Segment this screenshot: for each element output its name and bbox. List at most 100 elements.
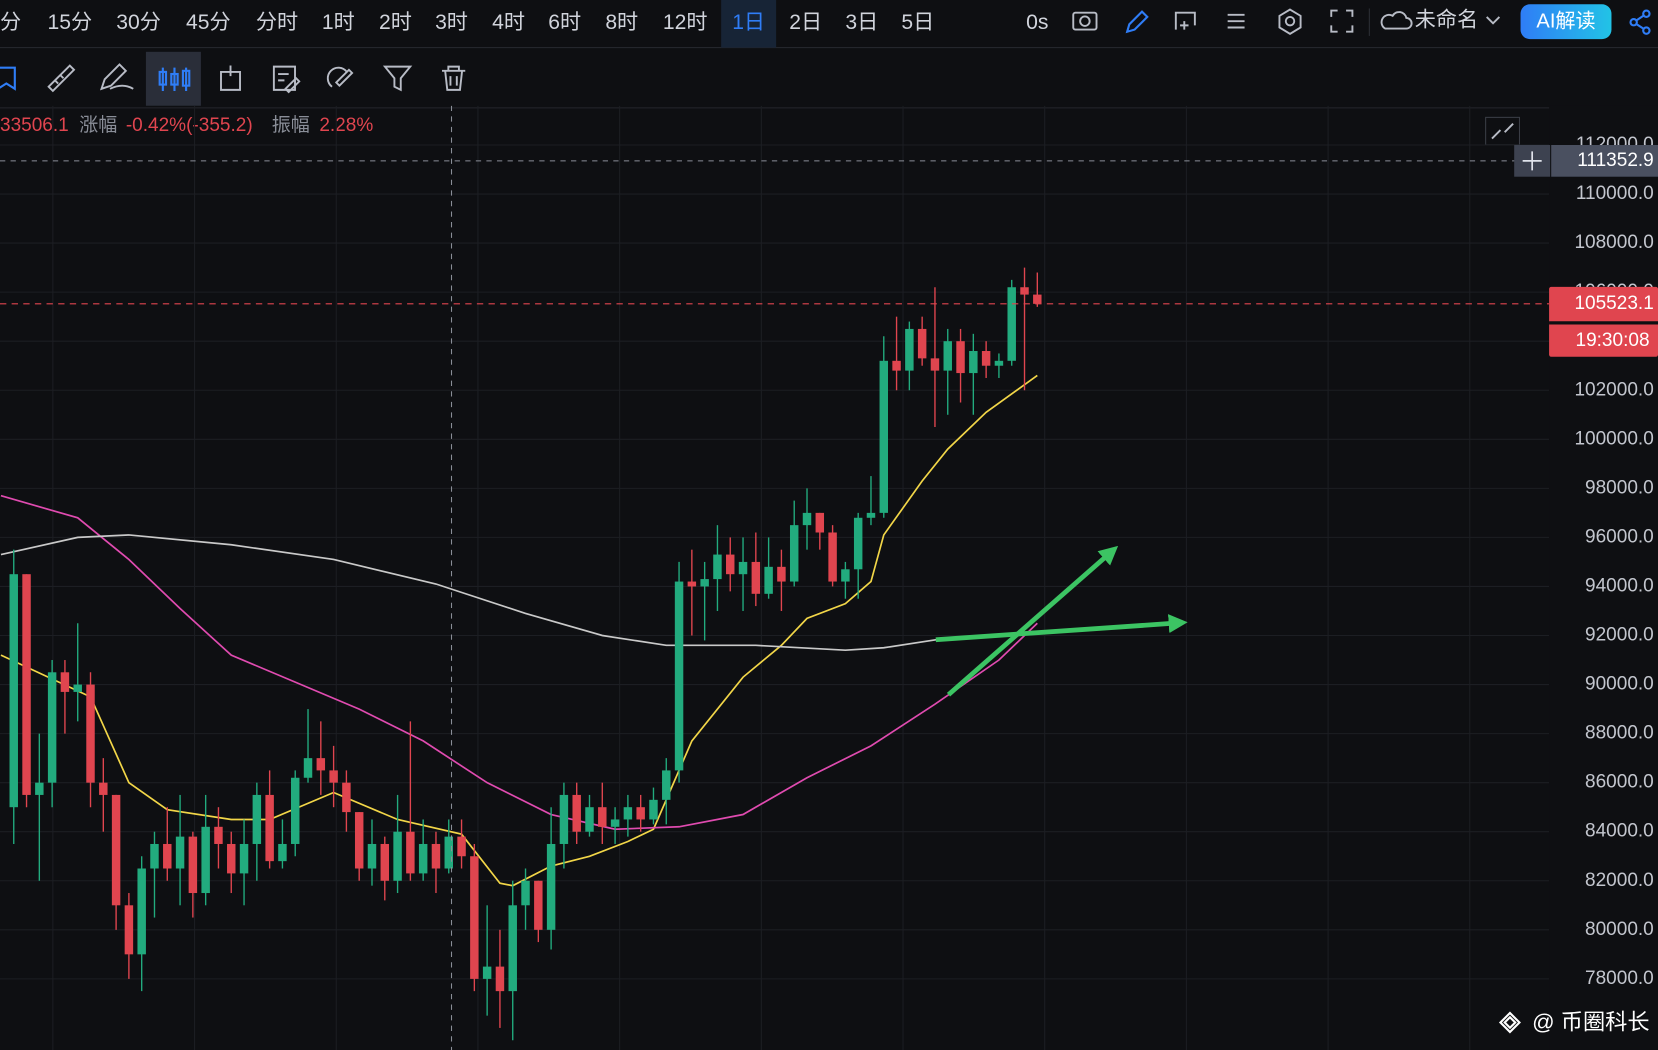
candle-body: [150, 843, 159, 869]
interval[interactable]: 8时: [605, 10, 638, 34]
candle-body: [22, 574, 31, 795]
candle-body: [713, 554, 722, 580]
interval[interactable]: 3日: [845, 11, 878, 34]
info-amplitude-label: 振幅: [272, 114, 310, 136]
y-tick-label: 110000.0: [1576, 183, 1654, 204]
crosshair-label: 111352.9: [1577, 150, 1654, 171]
candle-body: [508, 905, 517, 992]
info-change-label: 涨幅: [79, 114, 117, 136]
candle-body: [956, 341, 965, 374]
plot: [0, 105, 1550, 1050]
candle-body: [124, 905, 134, 955]
frame-icon[interactable]: [1174, 11, 1196, 30]
ai-button-label[interactable]: AI解读: [1536, 10, 1595, 33]
list-icon[interactable]: [1227, 13, 1245, 29]
candle-body: [841, 569, 850, 582]
info-amplitude: 2.28%: [319, 115, 373, 136]
candle-body: [175, 836, 185, 869]
dropdown-caret[interactable]: [1486, 16, 1501, 25]
candle-body: [227, 843, 236, 874]
price-axis: 112000.0110000.0108000.0106000.0104000.0…: [1514, 105, 1658, 1050]
candle-body: [239, 843, 249, 874]
candle-body: [60, 672, 70, 692]
interval[interactable]: 2日: [789, 11, 822, 34]
y-tick-label: 100000.0: [1574, 428, 1653, 449]
share-icon[interactable]: [1629, 9, 1651, 35]
interval[interactable]: 15分: [47, 10, 92, 34]
candle-body: [290, 777, 300, 844]
ai-button[interactable]: [1520, 4, 1612, 40]
interval-bar: 分 15分 30分 45分 分时 1时 2时 3时 4时 6时 8时 12时 1日 2日 3日 5日: [0, 0, 934, 48]
axis-bg: [1549, 105, 1658, 1050]
candle-body: [35, 782, 44, 795]
y-tick-label: 78000.0: [1585, 968, 1654, 989]
candle-body: [892, 360, 901, 371]
candle-body: [495, 966, 505, 992]
interval[interactable]: 2时: [379, 10, 412, 34]
arrow: [935, 614, 1188, 643]
interval[interactable]: 1日: [732, 11, 765, 34]
interval[interactable]: 分: [0, 10, 21, 34]
interval[interactable]: 6时: [548, 10, 581, 34]
candle-body: [1020, 287, 1029, 295]
crosshair-plus: [1522, 151, 1542, 171]
layout-name[interactable]: 未命名: [1415, 8, 1478, 32]
interval-selected-bg: [721, 0, 777, 48]
y-tick-label: 88000.0: [1585, 723, 1654, 744]
annotation-arrows: [935, 545, 1188, 697]
y-tick-label: 82000.0: [1585, 870, 1654, 891]
candle-body: [853, 517, 863, 570]
drawing-tools[interactable]: [0, 63, 466, 94]
pen-icon[interactable]: [1125, 10, 1149, 34]
interval[interactable]: 1时: [322, 10, 355, 34]
candle-body: [943, 341, 952, 371]
candle-body: [585, 807, 594, 832]
candle-body: [930, 358, 940, 371]
settings-icon[interactable]: [1278, 8, 1302, 35]
y-tick-label: 86000.0: [1585, 772, 1654, 793]
y-tick-label: 84000.0: [1585, 821, 1654, 842]
candle-body: [252, 794, 262, 844]
ma-line: [0, 534, 1012, 652]
crosshair-label-bg: [1551, 144, 1658, 177]
y-tick-label: 108000.0: [1574, 232, 1653, 253]
candle-body: [354, 812, 364, 869]
interval[interactable]: 4时: [492, 10, 525, 34]
interval[interactable]: 3时: [435, 10, 468, 34]
cloud-icon: [1380, 11, 1413, 30]
candle-body: [828, 532, 837, 582]
interval[interactable]: 12时: [663, 10, 708, 34]
fullscreen-icon[interactable]: [1330, 9, 1354, 33]
candle-body: [866, 512, 876, 518]
y-tick-label: 102000.0: [1574, 379, 1653, 400]
candle-body: [99, 782, 108, 795]
candle-body: [764, 566, 773, 594]
interval[interactable]: 5日: [901, 11, 934, 34]
interval[interactable]: 45分: [186, 10, 231, 34]
ma-line: [0, 494, 1038, 831]
y-tick-label: 92000.0: [1585, 625, 1654, 646]
candle-body: [559, 794, 569, 844]
candle-body: [265, 794, 274, 862]
candle-body: [163, 843, 172, 869]
candle-body: [802, 512, 812, 526]
interval[interactable]: 分时: [256, 10, 298, 34]
candle-body: [444, 836, 453, 869]
y-tick-label: 80000.0: [1585, 919, 1654, 940]
candle-body: [662, 770, 671, 800]
current-price-label: 105523.1: [1574, 293, 1653, 314]
candle-body: [969, 351, 978, 374]
y-tick-label: 96000.0: [1585, 526, 1654, 547]
candle-body: [482, 966, 492, 979]
interval[interactable]: 30分: [116, 10, 161, 34]
candle-body: [393, 831, 402, 881]
candle-body: [73, 684, 82, 692]
candle-body: [687, 581, 697, 587]
arrow: [946, 545, 1119, 697]
candle-body: [470, 856, 479, 979]
candle-body: [636, 807, 645, 820]
camera-icon[interactable]: [1072, 11, 1098, 31]
